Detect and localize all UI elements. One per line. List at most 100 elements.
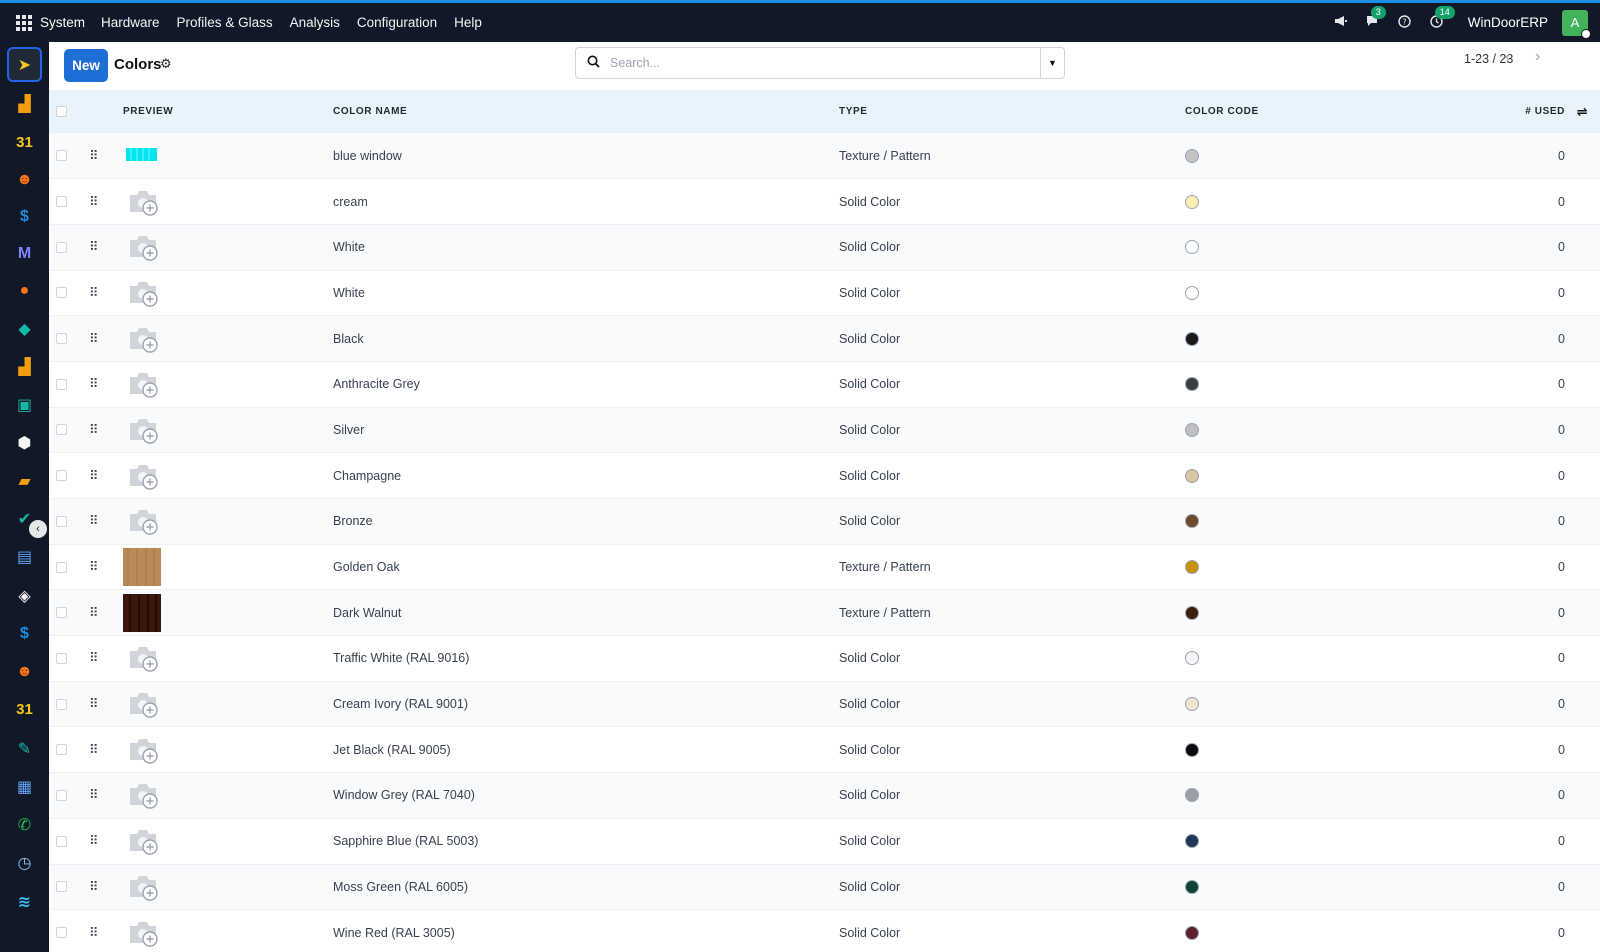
app-grid-icon[interactable] xyxy=(16,14,32,31)
row-checkbox[interactable] xyxy=(56,927,67,939)
chat-icon[interactable]: ● xyxy=(7,273,42,308)
select-all-checkbox[interactable] xyxy=(56,106,67,117)
row-checkbox[interactable] xyxy=(56,241,67,253)
row-checkbox[interactable] xyxy=(56,287,67,299)
row-checkbox[interactable] xyxy=(56,378,67,390)
preview-image[interactable] xyxy=(123,507,163,536)
documents-icon[interactable]: ▰ xyxy=(7,463,42,498)
company-switcher[interactable]: WinDoorERP xyxy=(1467,15,1548,30)
mail-icon[interactable]: M xyxy=(7,236,42,271)
table-row[interactable]: ⠿ White Solid Color 0 xyxy=(49,224,1600,271)
row-checkbox[interactable] xyxy=(56,470,67,482)
table-row[interactable]: ⠿ Traffic White (RAL 9016) Solid Color 0 xyxy=(49,636,1600,682)
project-icon[interactable]: ✔ xyxy=(7,501,42,536)
preview-image[interactable] xyxy=(123,644,163,673)
discuss-icon[interactable]: ◆ xyxy=(7,311,42,346)
table-row[interactable]: ⠿ Anthracite Grey Solid Color 0 xyxy=(49,361,1600,408)
activity-clock-icon[interactable]: 14 xyxy=(1428,5,1455,31)
table-row[interactable]: ⠿ Wine Red (RAL 3005) Solid Color 0 xyxy=(49,910,1600,952)
table-row[interactable]: ⠿ Moss Green (RAL 6005) Solid Color 0 xyxy=(49,864,1600,910)
preview-image[interactable] xyxy=(123,370,163,398)
menu-hardware[interactable]: Hardware xyxy=(101,15,160,30)
drag-handle-icon[interactable]: ⠿ xyxy=(89,924,98,940)
drag-handle-icon[interactable]: ⠿ xyxy=(89,833,98,849)
preview-image[interactable] xyxy=(123,781,163,810)
menu-help[interactable]: Help xyxy=(454,15,482,30)
drag-handle-icon[interactable]: ⠿ xyxy=(89,467,98,483)
drag-handle-icon[interactable]: ⠿ xyxy=(89,741,98,757)
drag-handle-icon[interactable]: ⠿ xyxy=(89,650,98,666)
drag-handle-icon[interactable]: ⠿ xyxy=(89,193,98,209)
drag-handle-icon[interactable]: ⠿ xyxy=(89,696,98,712)
header-preview[interactable]: PREVIEW xyxy=(123,106,174,117)
drag-handle-icon[interactable]: ⠿ xyxy=(89,604,98,620)
preview-image[interactable] xyxy=(123,873,163,901)
row-checkbox[interactable] xyxy=(56,698,67,710)
pager-previous-icon[interactable]: ‹ xyxy=(1505,48,1511,65)
preview-image[interactable] xyxy=(123,325,163,353)
app-brand[interactable]: System xyxy=(40,15,86,30)
sidebar-collapse-chevron-icon[interactable]: ‹ xyxy=(29,520,47,538)
table-row[interactable]: ⠿ Sapphire Blue (RAL 5003) Solid Color 0 xyxy=(49,818,1600,864)
table-row[interactable]: ⠿ White Solid Color 0 xyxy=(49,270,1600,316)
new-button[interactable]: New xyxy=(64,49,108,82)
paper-plane-icon[interactable]: ➤ xyxy=(7,47,42,82)
whatsapp-icon[interactable]: ✆ xyxy=(7,807,42,842)
invoicing-icon[interactable]: $ xyxy=(7,616,42,651)
row-checkbox[interactable] xyxy=(56,196,67,208)
row-checkbox[interactable] xyxy=(56,424,67,436)
drag-handle-icon[interactable]: ⠿ xyxy=(89,513,98,529)
reporting-icon[interactable]: ▟ xyxy=(7,349,42,384)
drag-handle-icon[interactable]: ⠿ xyxy=(89,787,98,803)
row-checkbox[interactable] xyxy=(56,607,67,619)
wave-icon[interactable]: ≋ xyxy=(7,884,42,919)
preview-image[interactable] xyxy=(123,736,163,764)
drag-handle-icon[interactable]: ⠿ xyxy=(89,421,98,437)
preview-image[interactable] xyxy=(123,593,163,632)
sales-icon[interactable]: $ xyxy=(7,199,42,234)
preview-image[interactable] xyxy=(123,137,163,175)
menu-configuration[interactable]: Configuration xyxy=(356,15,438,30)
preview-image[interactable] xyxy=(123,462,163,490)
pager-value[interactable]: 1-23 / 23 xyxy=(1464,52,1514,66)
row-checkbox[interactable] xyxy=(56,561,67,573)
row-checkbox[interactable] xyxy=(56,515,67,527)
menu-profiles-glass[interactable]: Profiles & Glass xyxy=(176,15,273,30)
header-color-name[interactable]: COLOR NAME xyxy=(333,106,408,117)
drag-handle-icon[interactable]: ⠿ xyxy=(89,559,98,575)
row-checkbox[interactable] xyxy=(56,789,67,801)
help-circle-icon[interactable]: ? xyxy=(1396,14,1414,31)
gear-icon[interactable]: ⚙ xyxy=(160,56,172,71)
megaphone-icon[interactable] xyxy=(1332,15,1350,30)
calendar-2-icon[interactable]: 31 xyxy=(7,692,42,727)
sign-icon[interactable]: ✎ xyxy=(7,731,42,766)
preview-image[interactable] xyxy=(123,919,163,947)
preview-image[interactable] xyxy=(123,416,163,444)
preview-image[interactable] xyxy=(123,548,163,587)
drag-handle-icon[interactable]: ⠿ xyxy=(89,376,98,392)
row-checkbox[interactable] xyxy=(56,744,67,756)
header-type[interactable]: TYPE xyxy=(839,106,868,117)
clock-icon[interactable]: ◷ xyxy=(7,845,42,880)
table-row[interactable]: ⠿ Bronze Solid Color 0 xyxy=(49,498,1600,545)
table-row[interactable]: ⠿ Black Solid Color 0 xyxy=(49,315,1600,362)
row-checkbox[interactable] xyxy=(56,652,67,664)
table-row[interactable]: ⠿ Window Grey (RAL 7040) Solid Color 0 xyxy=(49,772,1600,819)
menu-analysis[interactable]: Analysis xyxy=(289,15,340,30)
inventory-icon[interactable]: ⬢ xyxy=(7,425,42,460)
table-row[interactable]: ⠿ Champagne Solid Color 0 xyxy=(49,453,1600,499)
table-row[interactable]: ⠿ Dark Walnut Texture / Pattern 0 xyxy=(49,589,1600,636)
search-options-caret-icon[interactable]: ▼ xyxy=(1040,48,1064,78)
bar-chart-icon[interactable]: ▟ xyxy=(7,86,42,121)
table-row[interactable]: ⠿ Golden Oak Texture / Pattern 0 xyxy=(49,544,1600,590)
table-row[interactable]: ⠿ Silver Solid Color 0 xyxy=(49,407,1600,453)
employees-icon[interactable]: ☻ xyxy=(7,654,42,689)
preview-image[interactable] xyxy=(123,188,163,216)
table-row[interactable]: ⠿ Cream Ivory (RAL 9001) Solid Color 0 xyxy=(49,681,1600,727)
user-avatar[interactable]: A xyxy=(1562,9,1591,39)
row-checkbox[interactable] xyxy=(56,881,67,893)
table-row[interactable]: ⠿ blue window Texture / Pattern 0 xyxy=(49,133,1600,179)
drag-handle-icon[interactable]: ⠿ xyxy=(89,330,98,346)
search-input[interactable] xyxy=(610,56,1040,70)
preview-image[interactable] xyxy=(123,279,163,307)
